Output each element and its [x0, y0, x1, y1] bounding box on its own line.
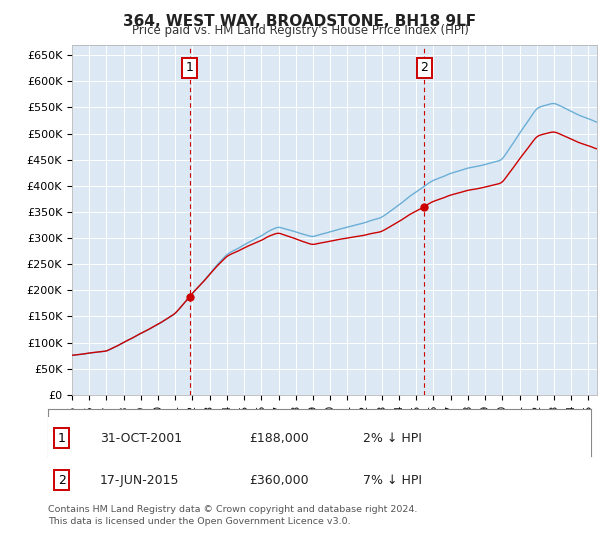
Text: 2: 2: [58, 474, 65, 487]
Text: £360,000: £360,000: [249, 474, 308, 487]
Text: 7% ↓ HPI: 7% ↓ HPI: [363, 474, 422, 487]
Text: 1: 1: [58, 432, 65, 445]
Text: 364, WEST WAY, BROADSTONE, BH18 9LF: 364, WEST WAY, BROADSTONE, BH18 9LF: [124, 14, 476, 29]
Text: 1: 1: [185, 61, 194, 74]
Text: 2% ↓ HPI: 2% ↓ HPI: [363, 432, 422, 445]
Text: 17-JUN-2015: 17-JUN-2015: [100, 474, 179, 487]
Text: £188,000: £188,000: [249, 432, 308, 445]
Text: 2: 2: [420, 61, 428, 74]
Text: 364, WEST WAY, BROADSTONE, BH18 9LF (detached house): 364, WEST WAY, BROADSTONE, BH18 9LF (det…: [94, 417, 429, 427]
Text: Price paid vs. HM Land Registry's House Price Index (HPI): Price paid vs. HM Land Registry's House …: [131, 24, 469, 37]
Text: Contains HM Land Registry data © Crown copyright and database right 2024.
This d: Contains HM Land Registry data © Crown c…: [48, 505, 418, 526]
Text: 31-OCT-2001: 31-OCT-2001: [100, 432, 182, 445]
Text: HPI: Average price, detached house, Bournemouth Christchurch and Poole: HPI: Average price, detached house, Bour…: [94, 438, 509, 449]
